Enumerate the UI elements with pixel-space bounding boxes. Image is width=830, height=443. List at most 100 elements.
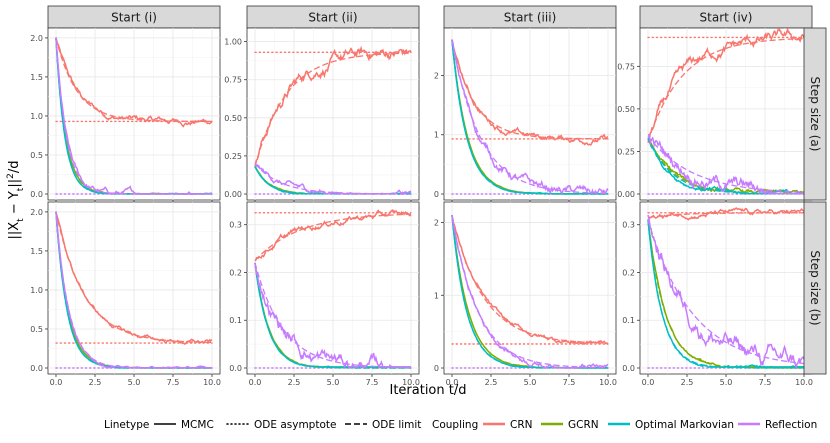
mcmc-crn xyxy=(254,208,412,262)
series-layer xyxy=(451,215,609,370)
y-tick-label: 1.0 xyxy=(30,112,43,121)
legend-label-ode-limit: ODE limit xyxy=(372,419,421,431)
legend-label-mcmc: MCMC xyxy=(181,419,214,431)
ode-limit-crn xyxy=(451,215,609,344)
x-tick-label: 2.5 xyxy=(485,378,498,387)
mcmc-crn xyxy=(55,37,213,128)
x-tick-label: 5.0 xyxy=(720,378,733,387)
series-layer xyxy=(254,45,412,196)
x-tick-label: 5.0 xyxy=(128,378,141,387)
y-tick-label: 2.0 xyxy=(30,208,43,217)
legend-label-crn: CRN xyxy=(510,419,532,431)
y-tick-label: 2 xyxy=(434,71,439,80)
y-tick-label: 1 xyxy=(434,131,439,140)
panel-0-1: Start (ii)0.02.55.07.510.00.000.250.500.… xyxy=(224,5,420,213)
x-tick-label: 2.5 xyxy=(89,378,102,387)
column-strip-label: Start (iii) xyxy=(504,11,557,25)
mcmc-reflection xyxy=(254,162,412,196)
x-tick-label: 2.5 xyxy=(681,378,694,387)
legend-coupling-title: Coupling xyxy=(432,419,478,431)
series-layer xyxy=(55,37,213,195)
ode-limit-reflection xyxy=(647,219,805,365)
y-tick-label: 0.50 xyxy=(617,105,635,114)
mcmc-crn xyxy=(451,216,609,345)
y-tick-label: 0.0 xyxy=(622,364,635,373)
x-tick-label: 0.0 xyxy=(642,378,655,387)
x-tick-label: 10.0 xyxy=(795,378,813,387)
series-layer xyxy=(647,206,805,370)
ode-limit-crn xyxy=(647,37,805,142)
y-axis-title: ||Xt − Yt||2/d xyxy=(6,161,26,240)
y-tick-label: 0.2 xyxy=(622,268,635,277)
y-tick-label: 0.5 xyxy=(30,151,43,160)
y-tick-label: 0.3 xyxy=(622,221,635,230)
y-tick-label: 0.0 xyxy=(229,364,242,373)
series-layer xyxy=(647,28,805,196)
ode-limit-reflection xyxy=(647,135,805,193)
series-layer xyxy=(451,39,609,196)
legend-label-ode-asymptote: ODE asymptote xyxy=(254,419,336,431)
x-tick-label: 2.5 xyxy=(288,378,301,387)
y-tick-label: 0.75 xyxy=(617,62,635,71)
row-strip-label: Step size (b) xyxy=(808,250,822,325)
legend-label-gcrn: GCRN xyxy=(568,419,599,431)
y-tick-label: 0.00 xyxy=(617,190,635,199)
x-tick-label: 5.0 xyxy=(327,378,340,387)
x-tick-label: 10.0 xyxy=(203,378,221,387)
column-strip-label: Start (ii) xyxy=(308,11,357,25)
x-tick-label: 0.0 xyxy=(249,378,262,387)
panel-1-1: 0.0 2.5 5.0 7.5 10.0 0.0 0.1 0.2 0.3 xyxy=(229,201,420,387)
x-tick-label: 7.5 xyxy=(366,378,379,387)
mcmc-crn xyxy=(451,39,609,146)
ode-limit-reflection xyxy=(451,39,609,195)
panel-0-0: Start (i)0.02.55.07.510.00.00.51.01.52.0 xyxy=(30,5,221,213)
mcmc-optimal-markovian xyxy=(647,219,804,368)
y-tick-label: 1 xyxy=(434,291,439,300)
y-tick-label: 1.00 xyxy=(224,38,242,47)
mcmc-reflection xyxy=(647,133,805,196)
x-tick-label: 0.0 xyxy=(50,378,63,387)
row-strips-layer: Step size (a) Step size (b) xyxy=(803,27,827,375)
mcmc-reflection xyxy=(451,39,609,196)
y-tick-label: 0.1 xyxy=(622,316,635,325)
y-tick-label: 0 xyxy=(434,190,439,199)
mcmc-optimal-markovian xyxy=(451,40,609,195)
mcmc-crn xyxy=(647,206,805,221)
panel-0-3: Start (iv)0.02.55.07.510.00.000.250.500.… xyxy=(617,5,813,213)
mcmc-reflection xyxy=(254,262,411,370)
panels-layer: Start (i)0.02.55.07.510.00.00.51.01.52.0… xyxy=(30,5,813,387)
y-tick-label: 0.00 xyxy=(224,190,242,199)
y-tick-label: 0.75 xyxy=(224,76,242,85)
y-tick-label: 0.5 xyxy=(30,325,43,334)
y-tick-label: 0.0 xyxy=(30,364,43,373)
x-tick-label: 7.5 xyxy=(563,378,576,387)
legend-label-reflection: Reflection xyxy=(765,419,817,431)
y-tick-label: 1.5 xyxy=(30,247,43,256)
y-tick-label: 1.5 xyxy=(30,73,43,82)
mcmc-crn xyxy=(254,45,412,168)
row-strip-0: Step size (a) xyxy=(803,27,827,201)
mcmc-reflection xyxy=(55,211,212,369)
y-tick-label: 0.0 xyxy=(30,190,43,199)
column-strip-label: Start (iv) xyxy=(700,11,753,25)
y-tick-label: 0.25 xyxy=(617,147,635,156)
mcmc-crn xyxy=(55,211,213,345)
column-strip-label: Start (i) xyxy=(111,11,157,25)
y-tick-label: 0.1 xyxy=(229,316,242,325)
row-strip-label: Step size (a) xyxy=(808,77,822,152)
x-tick-label: 10.0 xyxy=(599,378,617,387)
y-tick-label: 0.3 xyxy=(229,221,242,230)
y-tick-label: 0.50 xyxy=(224,114,242,123)
x-tick-label: 10.0 xyxy=(402,378,420,387)
mcmc-reflection xyxy=(55,38,212,195)
row-strip-box xyxy=(803,201,827,375)
row-strip-1: Step size (b) xyxy=(803,201,827,375)
mcmc-reflection xyxy=(647,214,805,370)
y-tick-label: 0 xyxy=(434,364,439,373)
x-tick-label: 7.5 xyxy=(759,378,772,387)
row-strip-box xyxy=(803,27,827,201)
mcmc-reflection xyxy=(451,215,609,370)
legend: Linetype MCMC ODE asymptote ODE limit Co… xyxy=(104,419,817,431)
y-tick-label: 2 xyxy=(434,219,439,228)
